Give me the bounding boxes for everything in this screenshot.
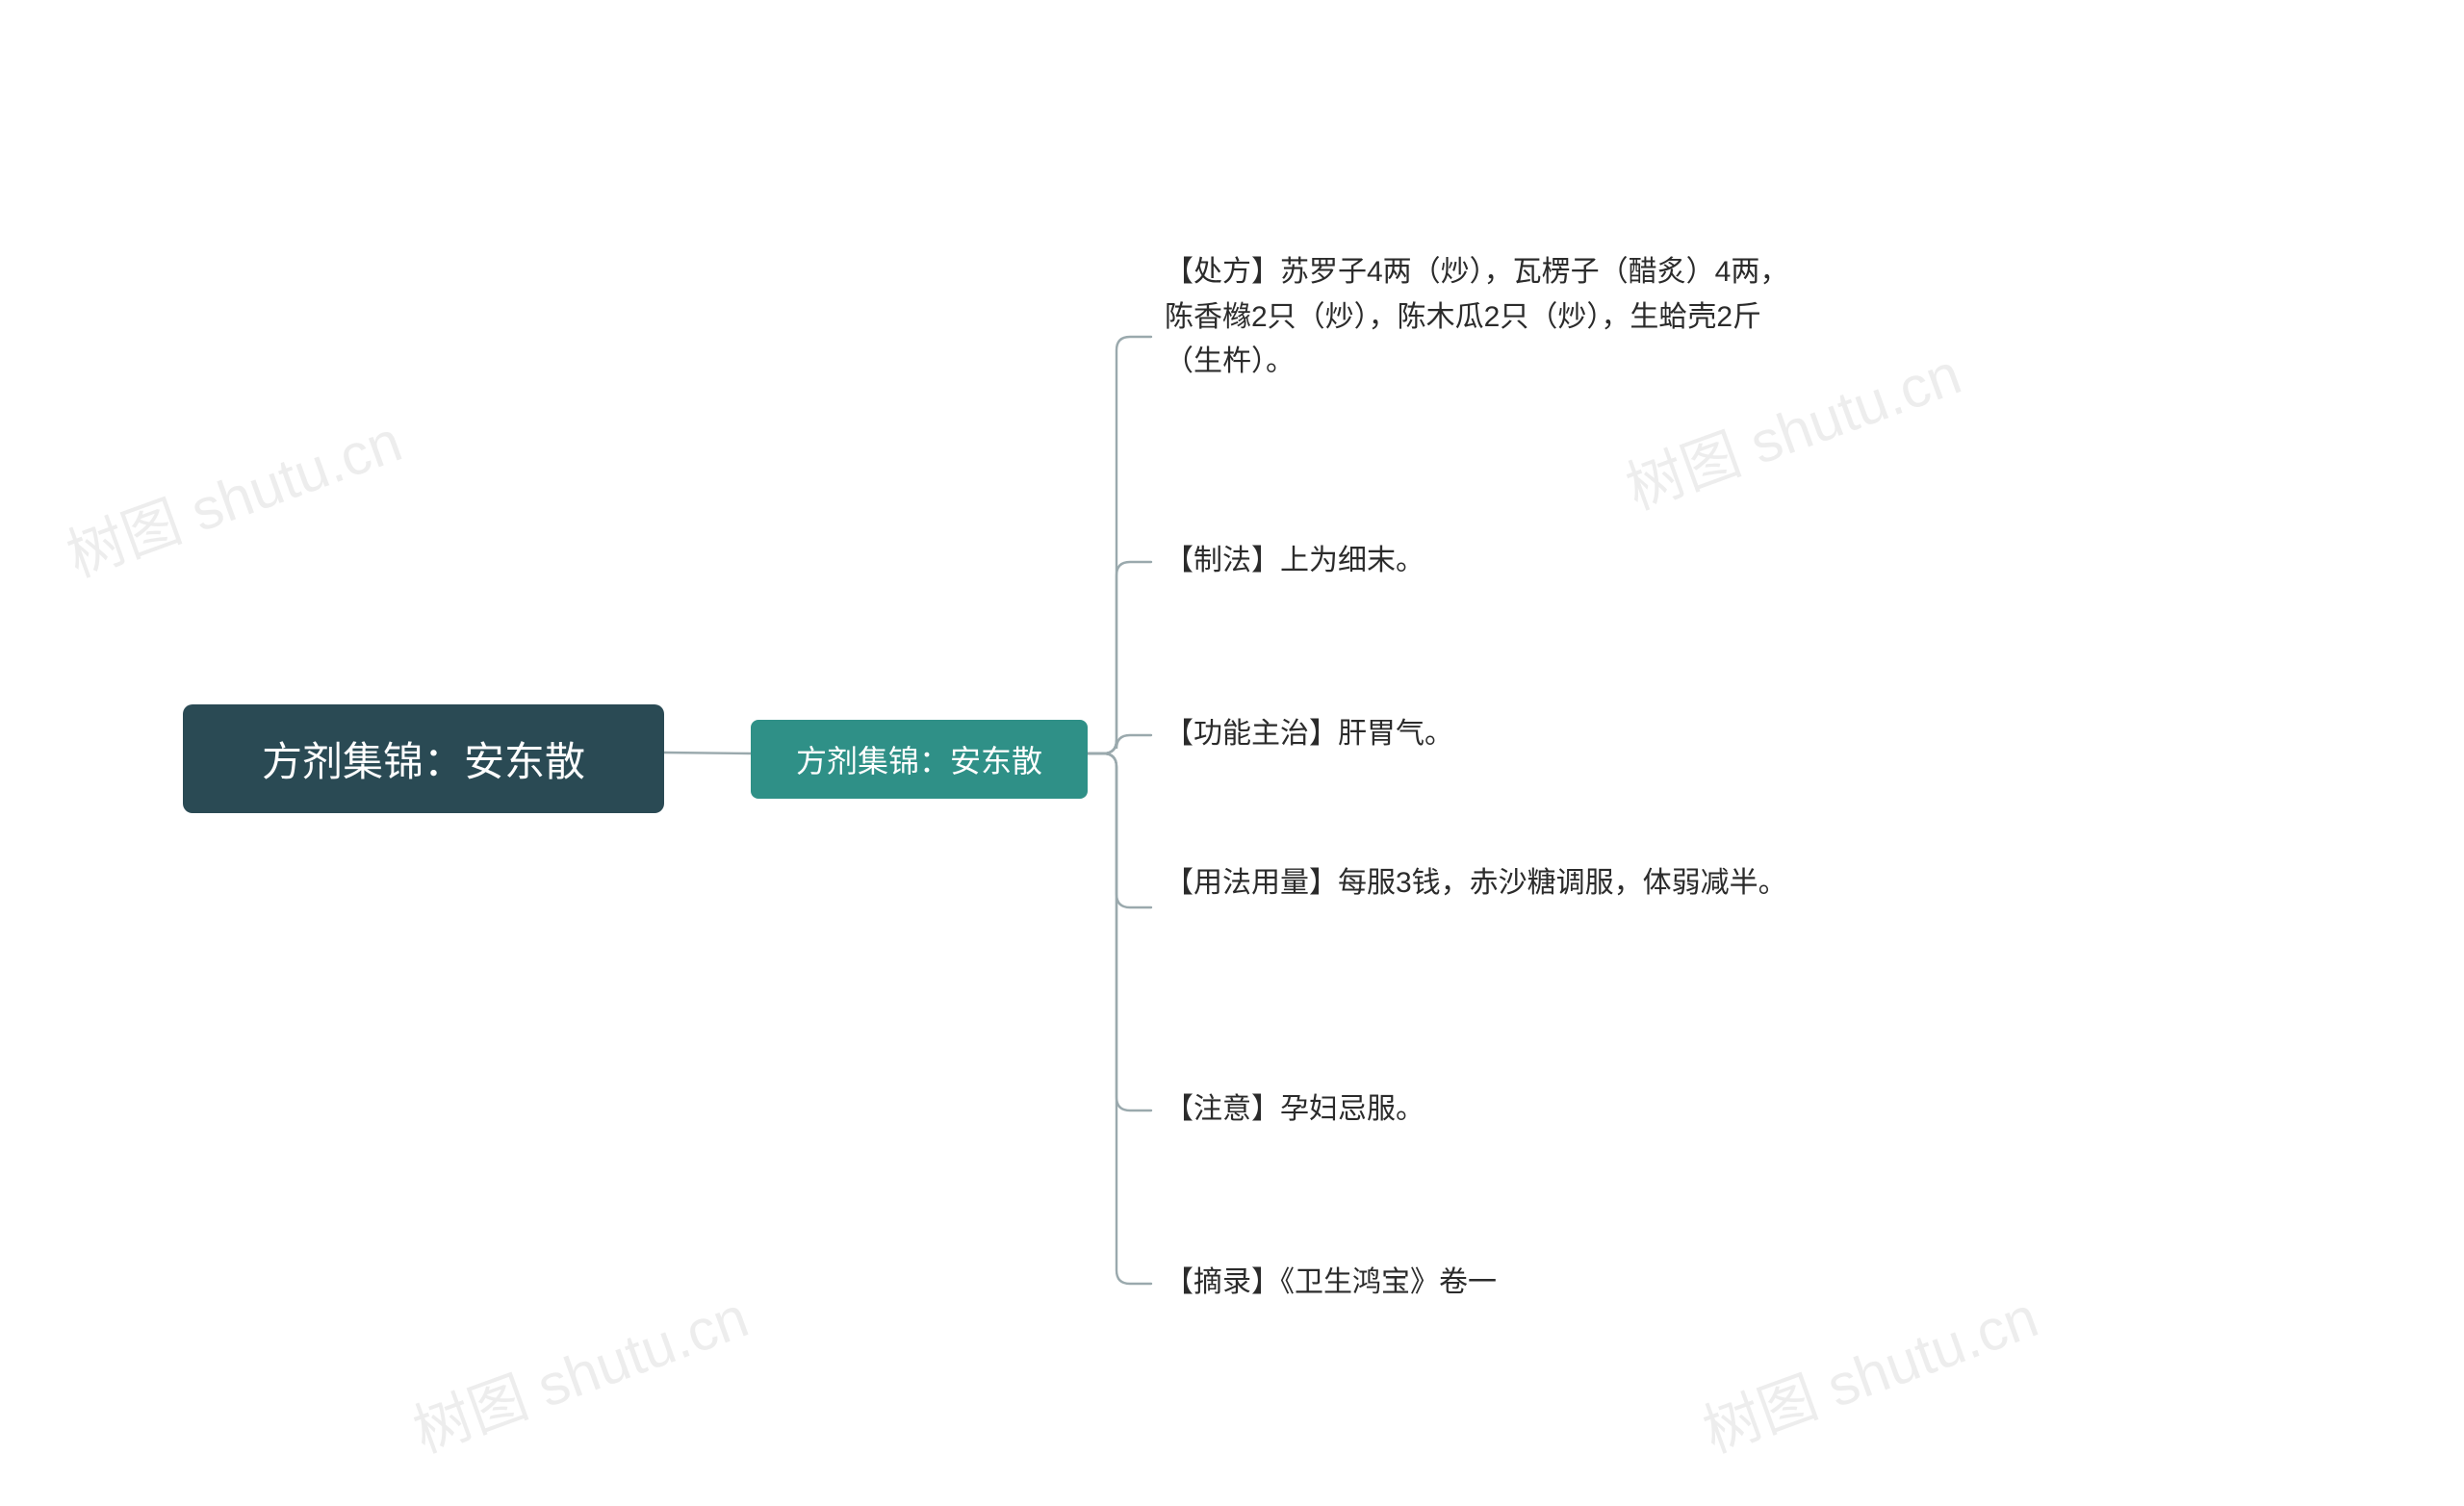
watermark: 树图 shutu.cn — [400, 1270, 757, 1468]
leaf-caution[interactable]: 【注意】孕妇忌服。 — [1165, 1087, 1424, 1133]
watermark: 树图 shutu.cn — [54, 395, 411, 593]
leaf-source[interactable]: 【摘录】《卫生鸿宝》卷一 — [1165, 1261, 1497, 1306]
sub-node[interactable]: 方剂集锦：安东散 — [751, 720, 1088, 799]
watermark: 树图 shutu.cn — [1690, 1270, 2047, 1468]
leaf-preparation[interactable]: 【制法】上为细末。 — [1165, 539, 1424, 584]
root-node[interactable]: 方剂集锦：安东散 — [183, 704, 664, 813]
leaf-function[interactable]: 【功能主治】肝胃气。 — [1165, 712, 1453, 757]
leaf-usage[interactable]: 【用法用量】每服3钱，赤沙糖调服，体弱减半。 — [1165, 861, 1787, 906]
leaf-prescription[interactable]: 【处方】苏罗子4两（炒），瓦楞子（醋炙）4两，陈香橼2只（炒），陈木瓜2只（炒）… — [1165, 250, 1790, 385]
